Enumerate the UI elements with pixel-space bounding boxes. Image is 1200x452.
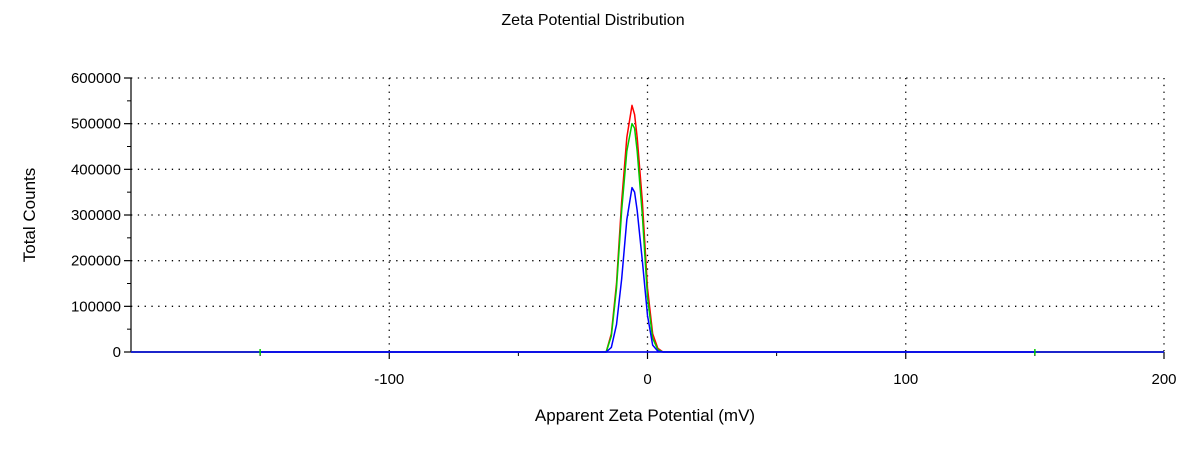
- y-tick-label: 100000: [71, 298, 121, 315]
- y-tick-label: 400000: [71, 161, 121, 178]
- grid-lines: [131, 77, 1165, 352]
- y-axis-label: Total Counts: [20, 168, 39, 263]
- y-tick-label: 0: [113, 344, 121, 361]
- y-tick-label: 600000: [71, 70, 121, 87]
- x-tick-label: 200: [1151, 371, 1176, 388]
- y-tick-label: 500000: [71, 116, 121, 133]
- tick-labels: 0 100000 200000 300000 400000 500000 600000 -10…: [71, 70, 1177, 388]
- y-tick-label: 200000: [71, 253, 121, 270]
- chart-title: Zeta Potential Distribution: [501, 12, 684, 29]
- x-tick-label: -100: [374, 371, 404, 388]
- x-tick-label: 0: [643, 371, 651, 388]
- series-line-3: [131, 186, 1164, 353]
- x-axis-label: Apparent Zeta Potential (mV): [535, 406, 755, 425]
- series-lines: [131, 104, 1164, 355]
- y-tick-label: 300000: [71, 207, 121, 224]
- x-tick-label: 100: [893, 371, 918, 388]
- series-line-2: [131, 122, 1164, 353]
